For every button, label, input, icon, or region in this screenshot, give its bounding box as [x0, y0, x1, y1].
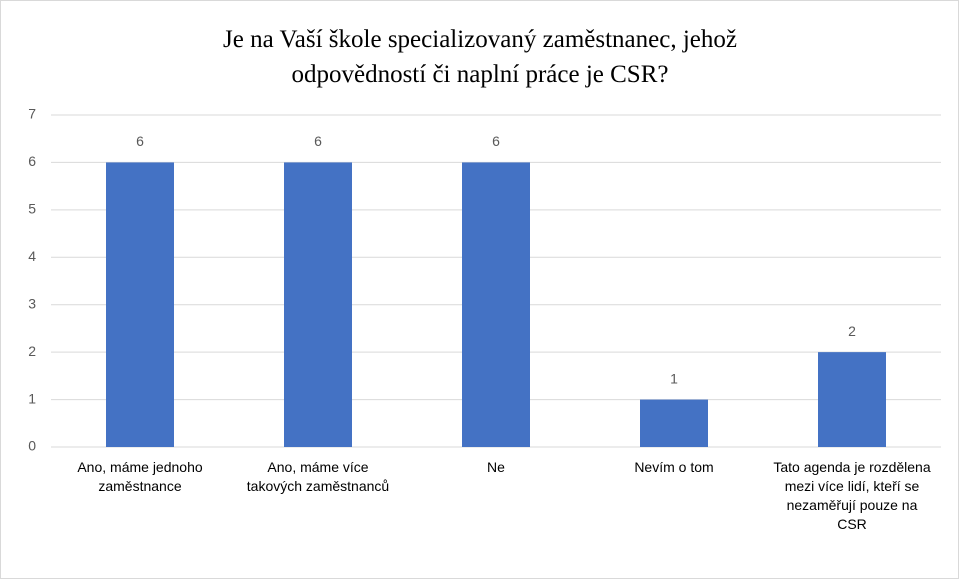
- y-tick-label: 7: [28, 106, 36, 122]
- y-tick-label: 1: [28, 390, 36, 406]
- x-tick-label: Tato agenda je rozdělena mezi více lidí,…: [773, 459, 931, 532]
- data-label: 6: [136, 133, 144, 149]
- bar: [284, 162, 352, 447]
- x-tick-label: Nevím o tom: [634, 459, 714, 475]
- chart-title: Je na Vaší škole specializovaný zaměstna…: [223, 26, 737, 88]
- bar: [462, 162, 530, 447]
- y-tick-label: 2: [28, 343, 36, 359]
- bar: [818, 352, 886, 447]
- data-label: 6: [492, 133, 500, 149]
- x-tick-label: Ne: [487, 459, 505, 475]
- y-tick-label: 5: [28, 201, 36, 217]
- data-label: 1: [670, 370, 678, 386]
- x-tick-label: Ano, máme více takových zaměstnanců: [246, 459, 390, 494]
- bar: [640, 399, 708, 447]
- data-label: 6: [314, 133, 322, 149]
- x-tick-label: Ano, máme jednoho zaměstnance: [77, 459, 203, 494]
- data-label: 2: [848, 323, 856, 339]
- y-tick-label: 3: [28, 295, 36, 311]
- bar: [106, 162, 174, 447]
- y-tick-label: 4: [28, 248, 36, 264]
- y-tick-label: 6: [28, 153, 36, 169]
- y-tick-label: 0: [28, 438, 36, 454]
